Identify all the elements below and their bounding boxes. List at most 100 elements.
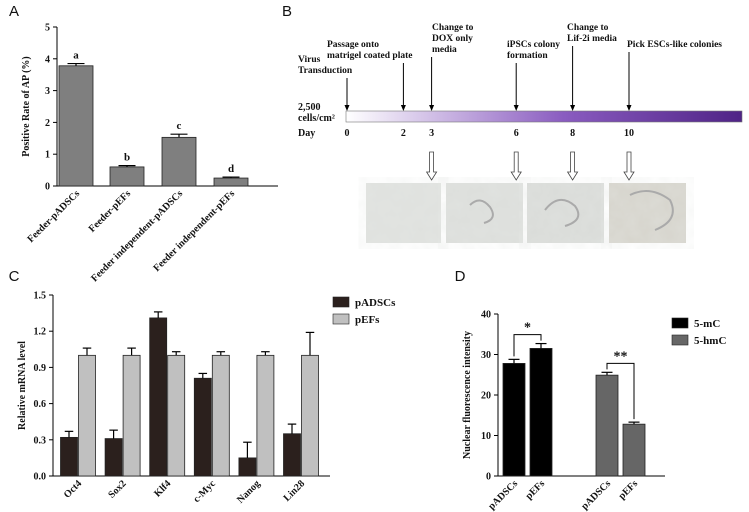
cell-density: 2,500 [298, 102, 321, 113]
day-tick-label: 3 [429, 128, 434, 139]
event-label: Transduction [298, 66, 353, 76]
bar [193, 377, 212, 477]
photo-arrow [566, 151, 579, 181]
panel-label: C [9, 268, 20, 285]
y-tick-label: 0 [486, 472, 491, 483]
error-bar [535, 342, 547, 349]
error-bar [243, 441, 252, 458]
x-tick-label: pADSCs [579, 478, 613, 512]
y-axis-label: Relative mRNA level [17, 341, 28, 430]
bar [161, 136, 197, 187]
photos [366, 183, 686, 243]
event-label: Lif-2i media [567, 34, 617, 44]
x-tick-label: Feeder independent-pADSCs [89, 188, 185, 284]
error-bar [153, 311, 163, 318]
bar [502, 363, 526, 477]
annotation: b [124, 152, 130, 164]
day-tick-label: 6 [514, 128, 519, 139]
bar [622, 423, 646, 477]
x-tick-label: Feeder-pEFs [87, 188, 133, 234]
y-tick-label: 1.2 [34, 327, 47, 338]
event-label: formation [507, 51, 548, 61]
y-tick-label: 0 [45, 182, 50, 193]
timeline-bar [345, 110, 743, 123]
day-tick-label: 10 [624, 128, 634, 139]
error-bar [64, 430, 74, 438]
event-label: Passage onto [327, 40, 379, 50]
panel-label: A [9, 3, 19, 20]
legend-swatch [671, 317, 689, 329]
photo-arrow [623, 151, 635, 181]
panel-label: D [455, 268, 466, 285]
y-tick-label: 4 [45, 54, 50, 65]
bar [60, 436, 78, 477]
day-tick-label: 2 [401, 128, 406, 139]
bar [595, 374, 619, 477]
arrow-head [626, 105, 632, 111]
photo-arrow [425, 151, 438, 181]
error-bar [261, 351, 270, 356]
photo-arrow [510, 151, 522, 181]
bar [529, 348, 553, 477]
error-bar [216, 351, 226, 356]
bar [78, 354, 96, 477]
y-tick-label: 0.0 [34, 472, 47, 483]
error-bar [118, 165, 136, 167]
error-bar [287, 423, 297, 434]
error-bar [82, 347, 92, 356]
event-label: media [432, 45, 457, 55]
legend-label: 5-mC [694, 318, 720, 330]
event-label: DOX only [432, 34, 473, 44]
legend-swatch [671, 334, 689, 346]
error-bar [198, 372, 208, 379]
bar [109, 166, 145, 187]
y-tick-label: 0.3 [34, 435, 47, 446]
error-bar [628, 421, 640, 425]
error-bar [305, 331, 315, 356]
x-tick-label: pEFs [524, 478, 548, 502]
day-tick-label: 8 [570, 128, 575, 139]
x-tick-label: Klf4 [152, 478, 173, 499]
x-tick-label: pEFs [617, 478, 641, 502]
bar [122, 354, 141, 477]
x-tick-label: Oct4 [62, 478, 84, 500]
y-tick-label: 1 [45, 150, 50, 161]
y-tick-label: 30 [481, 350, 491, 361]
bar [256, 354, 275, 477]
event-label: Change to [567, 23, 609, 33]
bar [104, 438, 123, 477]
x-tick-label: Lin28 [282, 478, 307, 503]
legend-label: pEFs [355, 314, 380, 326]
cell-density: cells/cm² [298, 113, 335, 124]
y-tick-label: 3 [45, 86, 50, 97]
day-label: Day [298, 128, 315, 139]
event-label: Pick ESCs-like colonies [627, 40, 722, 50]
y-axis-label: Positive Rate of AP (%) [21, 56, 32, 157]
bar [238, 457, 257, 477]
annotation: * [524, 321, 531, 336]
bar [149, 317, 168, 477]
legend-label: pADSCs [355, 297, 396, 309]
error-bar [67, 62, 85, 66]
y-tick-label: 20 [481, 391, 491, 402]
legend-swatch [332, 296, 350, 308]
day-tick-label: 0 [345, 128, 350, 139]
x-tick-label: c-Myc [191, 478, 218, 505]
annotation: ** [614, 349, 628, 364]
bracket [513, 334, 542, 357]
x-tick-label: Nanog [235, 478, 262, 505]
event-label: Virus [298, 55, 321, 65]
bar [301, 354, 319, 477]
panel-label: B [282, 3, 292, 20]
y-tick-label: 2 [45, 118, 50, 129]
bar [58, 65, 94, 187]
event-label: Change to [432, 23, 474, 33]
x-tick-label: Sox2 [106, 478, 128, 500]
event-label: iPSCs colony [507, 40, 560, 50]
error-bar [171, 351, 181, 356]
annotation: d [228, 163, 234, 175]
x-tick-label: pADSCs [486, 478, 520, 512]
x-tick-label: Feeder-pADSCs [26, 188, 83, 245]
bar [283, 433, 301, 477]
